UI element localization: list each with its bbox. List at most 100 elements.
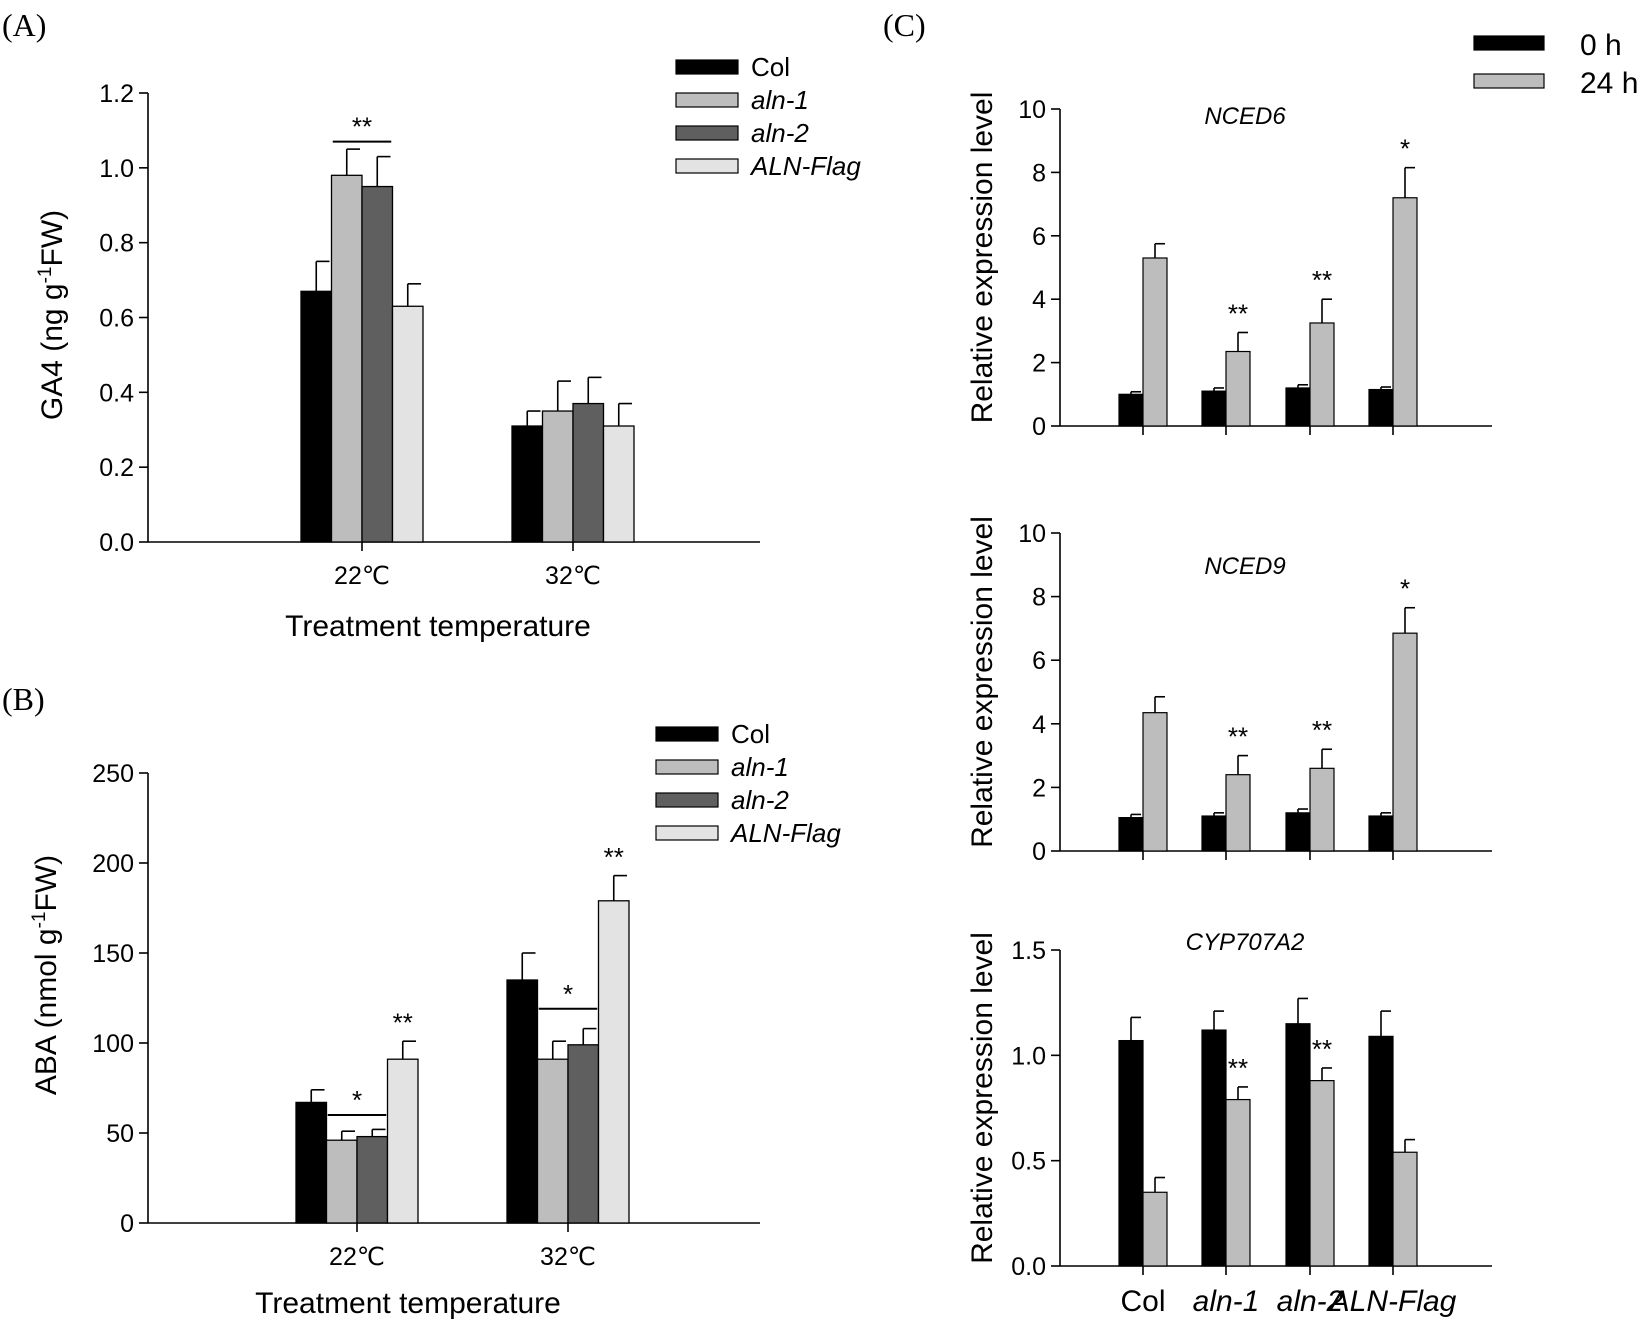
significance-marker: ** (393, 1008, 413, 1038)
y-tick-label: 2 (1032, 350, 1046, 378)
panel-a-label: (A) (2, 7, 46, 43)
y-tick-label: 0.0 (1011, 1253, 1046, 1281)
bar-24h (1142, 257, 1168, 427)
panel-a-y-axis-title-sup: -1 (35, 266, 56, 283)
legend-swatch-aln-1 (675, 92, 739, 108)
panel-b-annotations: ****** (327, 842, 624, 1116)
bar-0h (1118, 1039, 1144, 1267)
y-tick-label: 100 (92, 1030, 134, 1058)
bar-aln-2 (572, 402, 605, 543)
bar-0h (1201, 1029, 1227, 1267)
y-tick-label: 0.6 (99, 305, 134, 333)
bar-24h (1392, 1151, 1418, 1267)
legend-label: Col (751, 52, 790, 82)
bar-24h (1142, 1191, 1168, 1267)
y-tick-label: 4 (1032, 711, 1046, 739)
panel-b-y-axis-title-end: FW) (30, 855, 63, 912)
bar-col (300, 290, 333, 543)
significance-marker: ** (1312, 715, 1332, 745)
x-tick-label: aln-2 (1277, 1285, 1344, 1318)
panel-c-label: (C) (883, 7, 926, 43)
panel-b-label: (B) (2, 681, 45, 717)
bar-aln-1 (536, 1058, 569, 1224)
bar-0h (1285, 812, 1311, 852)
bar-24h (1142, 712, 1168, 852)
legend-swatch-aln-flag (675, 158, 739, 174)
chart-subtitle: NCED6 (1204, 103, 1286, 130)
panel-b-y-axis-title-sup: -1 (29, 911, 50, 928)
y-tick-label: 10 (1018, 96, 1046, 124)
panel-a-bars (300, 148, 635, 543)
bar-col (506, 979, 539, 1224)
panel-a-x-axis-title: Treatment temperature (285, 610, 591, 643)
y-tick-label: 8 (1032, 159, 1046, 187)
panel-b-bars (295, 874, 630, 1224)
bar-aln-2 (356, 1135, 389, 1224)
panel-b-axes: 0 50 100 150 200 250 22℃ 32℃ (92, 760, 760, 1271)
y-tick-label: 0.5 (1011, 1148, 1046, 1176)
y-tick-label: 0 (1032, 413, 1046, 441)
significance-marker: ** (352, 112, 372, 142)
bar-24h (1225, 350, 1251, 427)
y-tick-label: 1.0 (1011, 1042, 1046, 1070)
y-tick-label: 0.0 (99, 529, 134, 557)
y-tick-label: 0 (1032, 838, 1046, 866)
panel-c: (C) 0 h 24 h 0 2 4 6 8 10 NCED6 Relative express… (883, 7, 1638, 1318)
y-tick-label: 1.2 (99, 80, 134, 108)
panel-b-x-axis-title: Treatment temperature (255, 1287, 561, 1320)
x-tick-label: ALN-Flag (1328, 1285, 1457, 1318)
bar-24h (1309, 767, 1335, 852)
legend-swatch-24h (1473, 73, 1545, 89)
bar-col (295, 1101, 328, 1224)
bar-col (511, 425, 544, 543)
x-tick-label: 32℃ (545, 562, 601, 590)
bar-aln-1 (330, 174, 363, 543)
significance-marker: ** (1228, 1053, 1248, 1083)
y-tick-label: 50 (106, 1120, 134, 1148)
legend-label: aln-2 (751, 118, 809, 148)
chart-subtitle: NCED9 (1204, 553, 1285, 580)
panel-c-cyp707a2-chart: 0.0 0.5 1.0 1.5 CYP707A2 Relative expression … (966, 929, 1492, 1318)
legend-label: 24 h (1580, 67, 1638, 100)
bar-0h (1368, 388, 1394, 427)
y-tick-label: 0 (120, 1210, 134, 1238)
x-tick-label: 22℃ (334, 562, 390, 590)
y-axis-title: Relative expression level (966, 92, 999, 424)
y-tick-label: 4 (1032, 286, 1046, 314)
x-tick-label: aln-1 (1193, 1285, 1260, 1318)
legend-label: ALN-Flag (749, 151, 861, 181)
panel-a-y-axis-title: GA4 (ng g-1FW) (35, 210, 69, 420)
bar-aln-flag (602, 425, 635, 543)
bar-aln-1 (325, 1139, 358, 1224)
bar-0h (1285, 387, 1311, 427)
bar-aln-flag (386, 1058, 419, 1224)
significance-marker: * (1400, 574, 1410, 604)
legend-label: aln-1 (751, 85, 809, 115)
bar-0h (1201, 390, 1227, 427)
significance-marker: * (1400, 134, 1410, 164)
legend-swatch-0h (1473, 35, 1545, 51)
legend-label: Col (731, 719, 770, 749)
y-tick-label: 6 (1032, 647, 1046, 675)
panel-b-y-axis-title: ABA (nmol g-1FW) (29, 855, 63, 1095)
bar-aln-1 (541, 410, 574, 543)
panel-a-axes: 0.0 0.2 0.4 0.6 0.8 1.0 1.2 22℃ 32℃ (99, 80, 760, 590)
bar-0h (1118, 817, 1144, 852)
bar-24h (1309, 1080, 1335, 1267)
legend-label: aln-1 (731, 752, 789, 782)
significance-marker: ** (604, 842, 624, 872)
x-tick-label: Col (1120, 1285, 1165, 1318)
bar-24h (1309, 322, 1335, 427)
bar-24h (1225, 774, 1251, 852)
bar-0h (1285, 1023, 1311, 1267)
y-tick-label: 8 (1032, 584, 1046, 612)
bar-24h (1392, 197, 1418, 427)
bar-24h (1392, 632, 1418, 852)
y-tick-label: 10 (1018, 520, 1046, 548)
